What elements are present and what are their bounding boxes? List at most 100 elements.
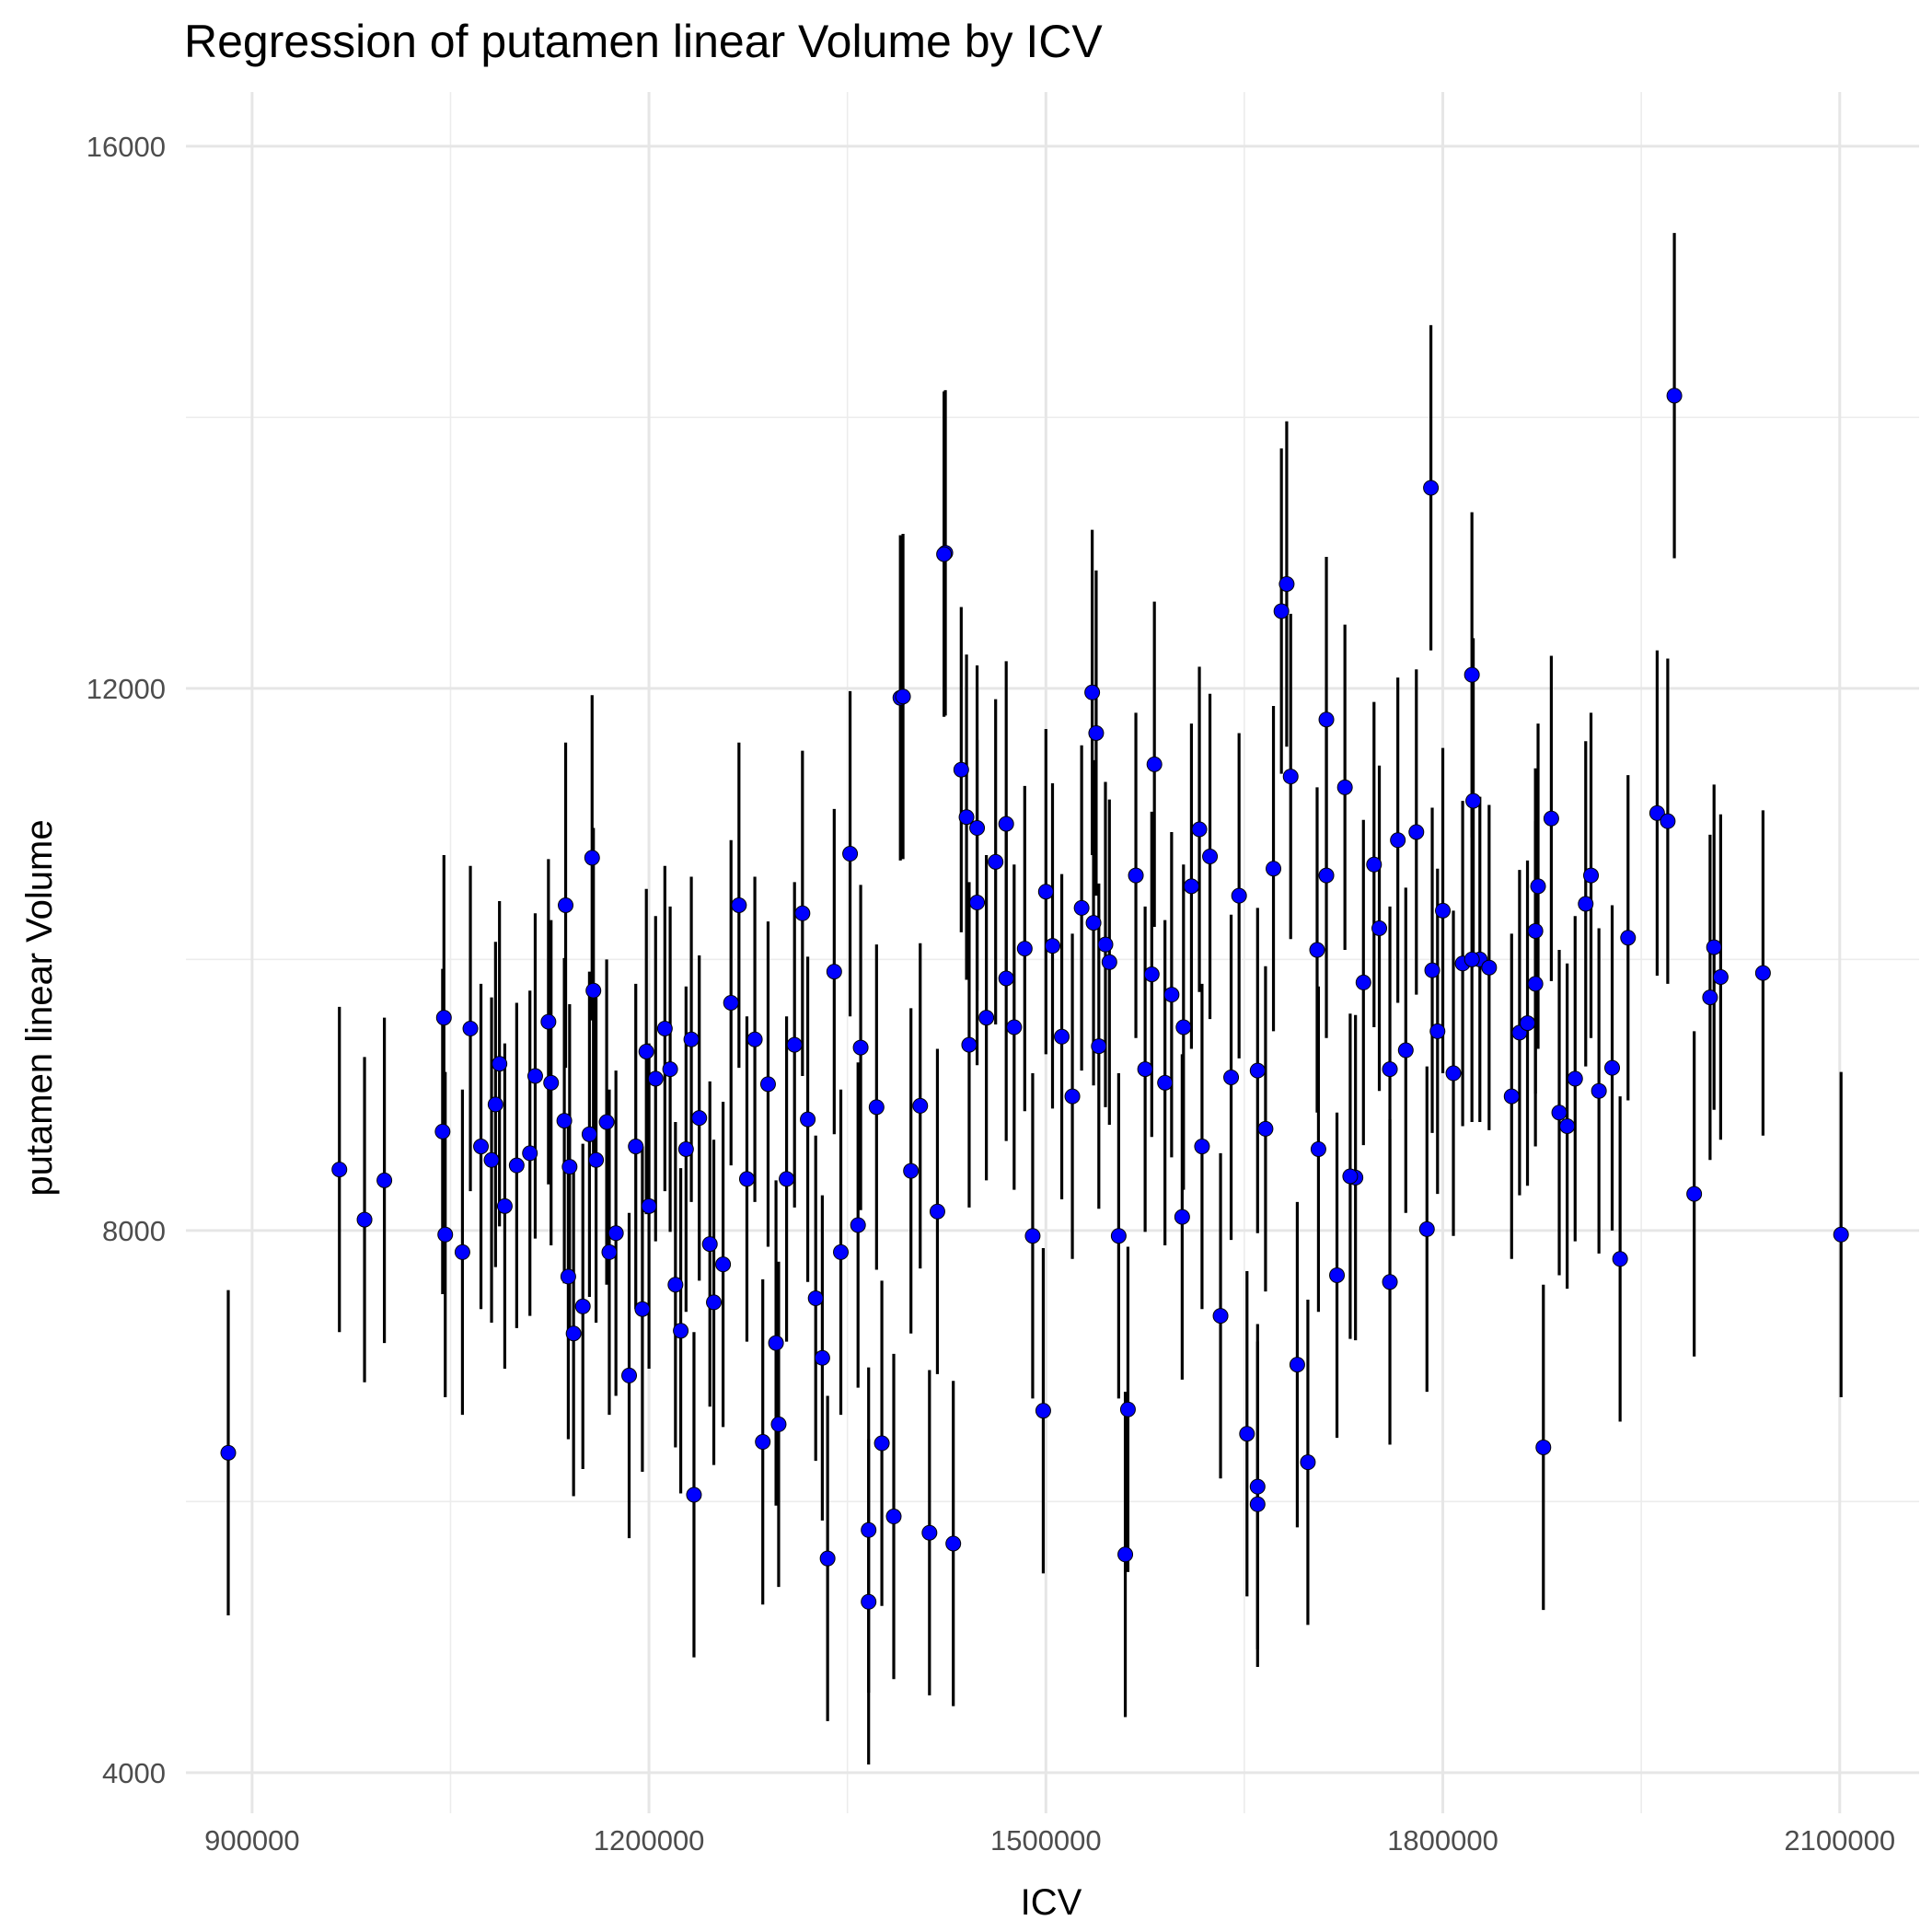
data-point [1073,899,1090,916]
data-point [1194,1139,1210,1155]
data-point [1567,1070,1583,1087]
data-point [492,1056,508,1072]
data-point [1318,867,1335,884]
data-point [1257,1120,1274,1137]
data-point [770,1416,787,1432]
data-point [1157,1074,1174,1091]
data-point [526,1068,543,1084]
x-tick-label: 1800000 [1387,1824,1498,1857]
data-point [701,1236,718,1253]
data-point [807,1290,824,1306]
data-point [1660,813,1676,829]
data-point [978,1010,995,1026]
data-point [462,1020,479,1036]
data-point [768,1335,784,1351]
data-point [584,850,600,866]
data-point [1202,848,1219,864]
data-point [1543,810,1559,827]
data-point [1064,1088,1081,1105]
data-point [755,1434,771,1451]
data-point [969,820,986,837]
data-point [958,809,975,826]
data-point [1101,954,1117,970]
data-point [1088,724,1105,741]
data-point [1397,1042,1414,1059]
data-point [723,994,739,1011]
x-tick-label: 900000 [204,1824,299,1857]
data-point [1408,824,1425,840]
data-point [691,1110,708,1127]
data-point [936,546,953,562]
data-point [634,1301,651,1317]
data-point [1146,756,1163,772]
data-point [1266,861,1282,877]
x-tick-label: 1200000 [594,1824,705,1857]
data-point [1527,922,1544,939]
data-point [585,982,602,999]
data-point [1249,1496,1266,1512]
data-point [561,1159,578,1175]
data-point [1097,936,1114,953]
data-point [1591,1082,1607,1099]
data-point [814,1349,830,1366]
data-point [220,1444,237,1461]
data-point [647,1070,664,1087]
data-point [376,1172,393,1188]
y-tick-label: 12000 [87,673,166,705]
data-point [1128,867,1144,884]
data-point [1231,887,1247,904]
data-point [826,964,842,980]
data-point [558,897,574,913]
data-point [1175,1019,1192,1035]
data-point [1382,1274,1398,1290]
data-point [786,1036,803,1053]
data-point [435,1010,452,1026]
data-point [945,1535,962,1552]
data-point [1249,1478,1266,1495]
data-point [673,1323,689,1339]
data-point [1318,711,1335,728]
data-point [1706,939,1722,955]
data-point [794,905,811,921]
data-point [1309,942,1325,958]
data-point [1423,480,1440,496]
data-point [1833,1226,1849,1243]
data-point [1463,666,1480,683]
data-point [779,1171,795,1187]
data-point [1530,878,1546,895]
data-point [868,1099,885,1116]
data-point [1371,920,1388,936]
data-point [454,1244,470,1260]
data-point [487,1096,503,1113]
data-point [1686,1186,1703,1202]
error-bars [226,233,1843,1764]
data-point [1620,930,1637,946]
data-point [969,895,986,911]
data-point [483,1151,500,1168]
data-point [850,1217,866,1233]
data-point [1183,878,1199,895]
y-tick-label: 8000 [102,1215,166,1247]
data-point [1418,1221,1435,1237]
x-axis-ticks: 900000 1200000 1500000 1800000 2100000 [204,1824,1895,1857]
data-point [1366,856,1382,873]
data-point [638,1043,654,1059]
data-point [1445,1065,1462,1082]
data-point [738,1171,755,1187]
data-point [1249,1062,1266,1079]
data-point [1435,902,1452,919]
data-point [607,1225,624,1242]
data-point [331,1162,348,1178]
x-axis-title: ICV [1021,1882,1082,1923]
data-point [1273,603,1290,619]
data-point [473,1139,490,1155]
data-point [1239,1426,1255,1442]
data-points [220,388,1849,1610]
data-point [437,1226,454,1243]
data-point [628,1139,644,1155]
data-point [885,1509,902,1525]
data-point [1520,1015,1536,1032]
data-point [1559,1117,1576,1134]
data-point [1712,969,1729,986]
data-point [961,1036,978,1053]
